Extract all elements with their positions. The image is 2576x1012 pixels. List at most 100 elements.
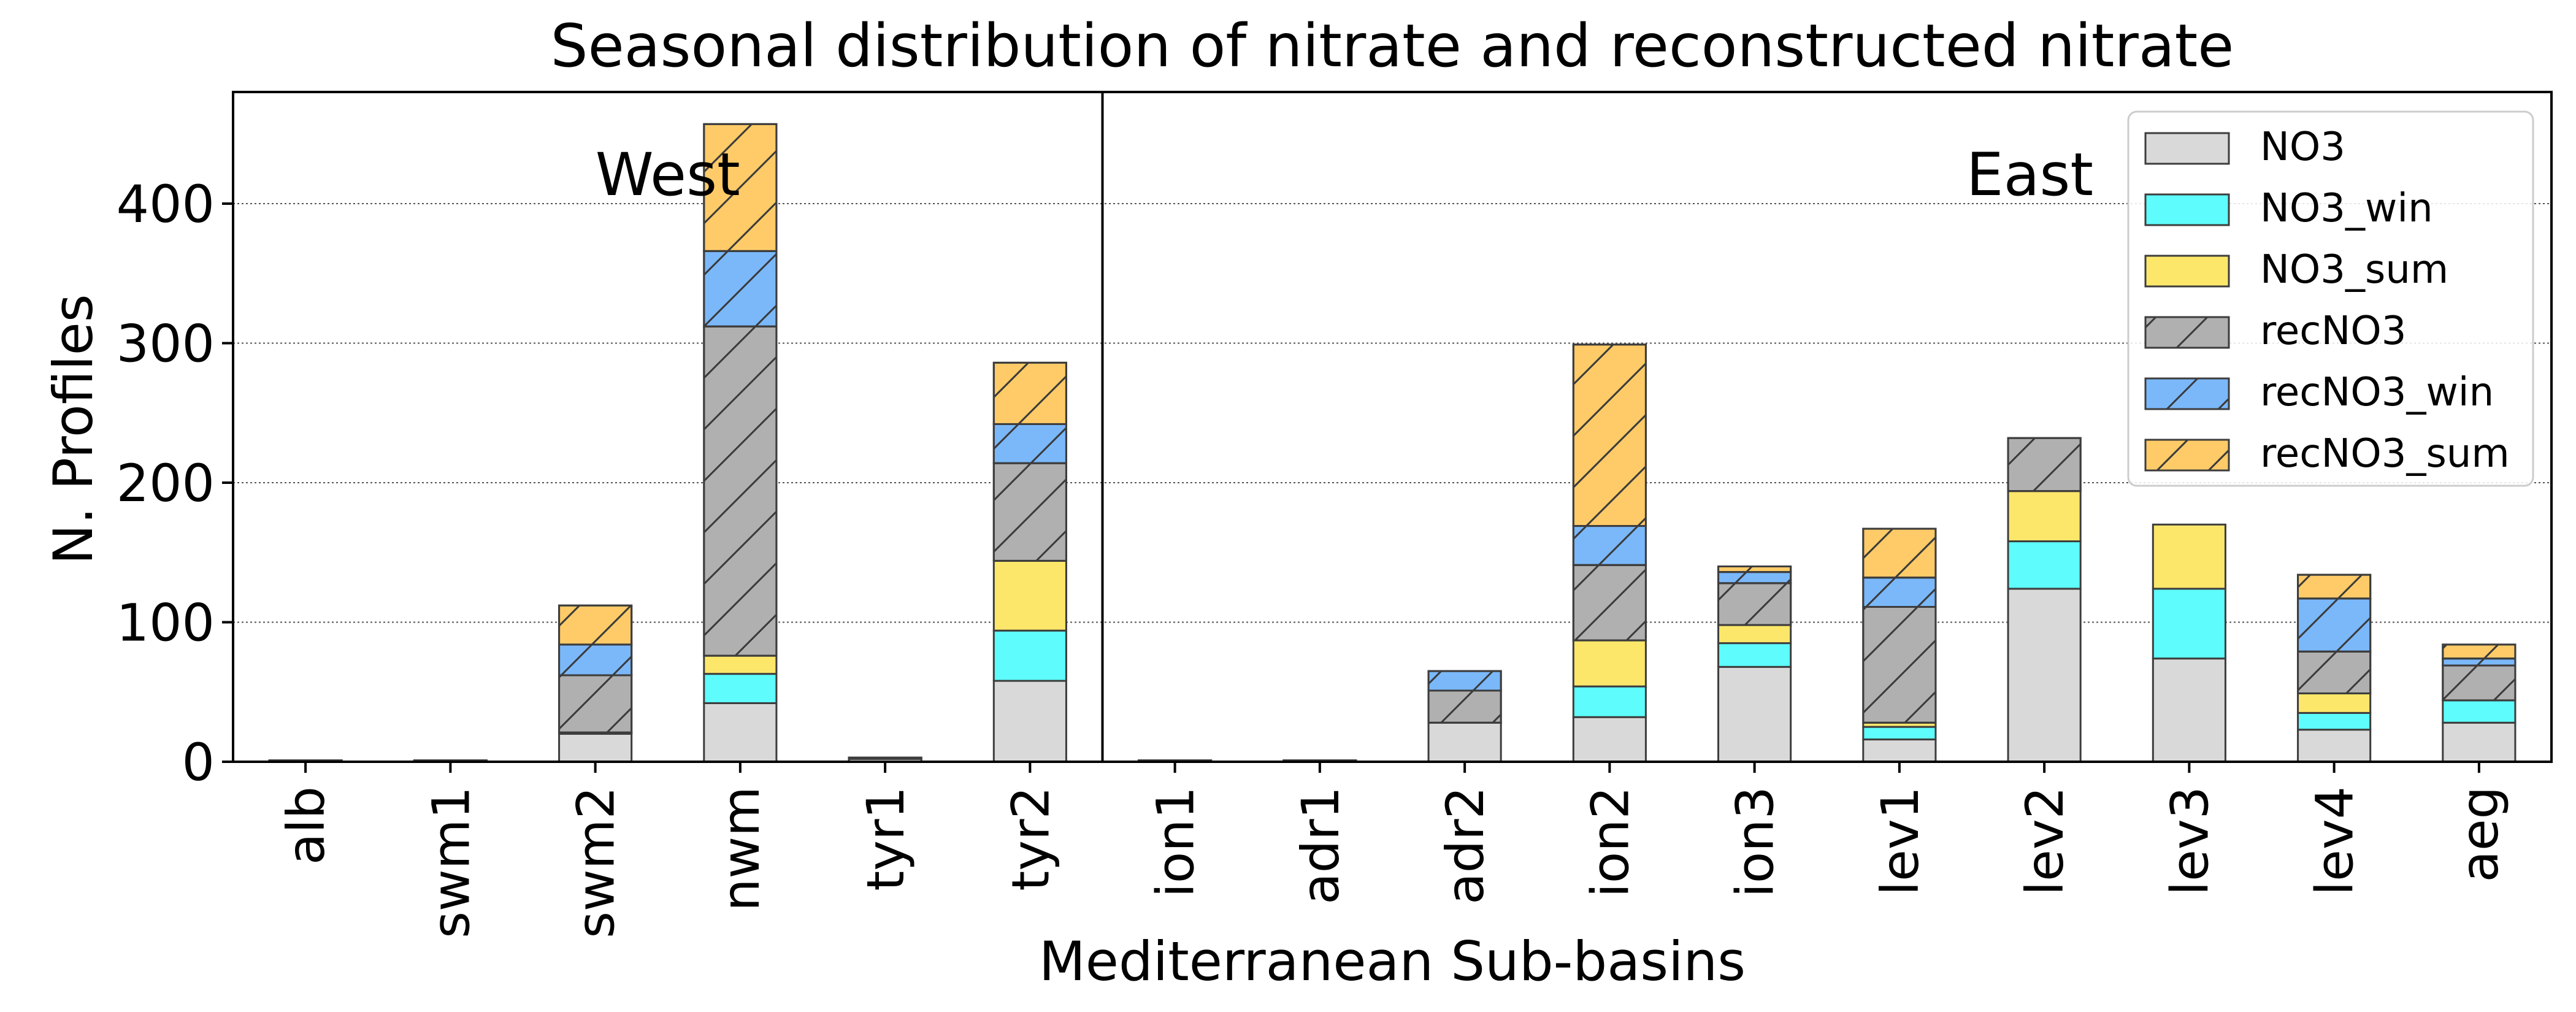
y-tick-label: 100 (117, 593, 215, 653)
x-ticks: alb swm1 swm2 nwm tyr1 tyr2 ion1 adr1 adr2 ion2 io… (276, 762, 2510, 938)
bar-hatch-recNO3_sum-lev1 (1862, 527, 1937, 579)
bar-hatch-recNO3-lev4 (2297, 650, 2372, 695)
bar-stack-ion3 (1717, 565, 1792, 763)
bar-segment-NO3_sum-nwm (703, 654, 778, 675)
bar-segment-NO3_win-tyr2 (992, 629, 1067, 682)
bar-hatch-recNO3_win-aeg (2442, 657, 2517, 667)
bar-segment-NO3_win-ion3 (1717, 642, 1792, 668)
x-tick-label: alb (276, 786, 336, 865)
bar-segment-NO3-lev4 (2297, 729, 2372, 763)
axes (232, 91, 2553, 763)
x-tick-label: tyr2 (1000, 786, 1060, 891)
bar-segment-NO3_win-lev3 (2152, 588, 2226, 660)
region-label-west: West (596, 140, 740, 209)
bar-stack-adr2 (1427, 670, 1502, 763)
bar-stack-aeg (2442, 643, 2517, 763)
legend-swatch-hatch-recNO3_sum (2144, 439, 2230, 472)
x-tick-label: ion1 (1146, 786, 1206, 897)
x-tick-label: adr1 (1290, 786, 1351, 905)
bar-hatch-recNO3-ion2 (1572, 564, 1647, 642)
legend-label-recNO3: recNO3 (2260, 309, 2406, 354)
bar-hatch-recNO3_sum-aeg (2442, 643, 2517, 660)
chart-title: Seasonal distribution of nitrate and rec… (551, 12, 2234, 80)
bars (268, 123, 2517, 763)
legend-swatch-NO3_win (2144, 193, 2230, 226)
bar-hatch-recNO3-ion3 (1717, 582, 1792, 626)
bar-hatch-recNO3_win-ion2 (1572, 525, 1647, 566)
bar-hatch-recNO3_sum-ion3 (1717, 565, 1792, 573)
legend-swatch-hatch-recNO3 (2144, 316, 2230, 349)
bar-stack-swm2 (558, 604, 633, 763)
x-tick-label: ion3 (1725, 786, 1785, 897)
bar-hatch-recNO3-swm2 (558, 674, 633, 734)
bar-hatch-recNO3-tyr2 (992, 462, 1067, 562)
y-ticks: 0 100 200 300 400 (117, 174, 233, 792)
bar-segment-NO3-nwm (703, 702, 778, 763)
bar-hatch-recNO3_win-lev1 (1862, 577, 1937, 608)
y-tick-label: 200 (117, 453, 215, 513)
x-tick-label: tyr1 (856, 786, 916, 891)
bar-stack-lev4 (2297, 573, 2372, 763)
bar-hatch-recNO3_win-lev4 (2297, 597, 2372, 653)
bar-hatch-recNO3_sum-lev4 (2297, 573, 2372, 600)
bar-segment-NO3_sum-lev2 (2007, 490, 2082, 543)
x-tick-label: aeg (2450, 786, 2510, 882)
x-tick-label: lev3 (2160, 786, 2220, 895)
legend-label-recNO3_sum: recNO3_sum (2260, 431, 2510, 477)
legend-swatch-NO3_sum (2144, 255, 2230, 288)
x-tick-label: adr2 (1435, 786, 1495, 905)
bar-segment-NO3_win-lev2 (2007, 540, 2082, 590)
bar-segment-NO3-aeg (2442, 721, 2517, 763)
legend-label-NO3_sum: NO3_sum (2260, 247, 2448, 293)
bar-stack-lev1 (1862, 527, 1937, 763)
bar-segment-NO3-ion2 (1572, 716, 1647, 763)
legend: NO3 NO3_win NO3_sum recNO3 recNO3_win recNO3_… (2127, 110, 2534, 487)
bar-segment-NO3_win-aeg (2442, 699, 2517, 724)
bar-segment-NO3_sum-lev4 (2297, 692, 2372, 714)
bar-segment-NO3-ion3 (1717, 665, 1792, 763)
bar-segment-NO3-lev3 (2152, 657, 2226, 763)
bar-hatch-recNO3_win-swm2 (558, 643, 633, 677)
bar-hatch-recNO3_win-ion3 (1717, 571, 1792, 585)
legend-label-NO3: NO3 (2260, 125, 2345, 170)
bar-hatch-recNO3_sum-tyr2 (992, 361, 1067, 425)
bar-stack-tyr2 (992, 361, 1067, 763)
x-axis-label: Mediterranean Sub-basins (1039, 930, 1746, 993)
bar-segment-NO3-tyr2 (992, 680, 1067, 763)
bar-segment-NO3-swm2 (558, 733, 633, 763)
bar-hatch-recNO3-lev2 (2007, 437, 2082, 493)
bar-hatch-recNO3-aeg (2442, 664, 2517, 702)
region-label-east: East (1966, 140, 2093, 209)
x-tick-label: swm1 (421, 786, 481, 938)
x-tick-label: ion2 (1580, 786, 1640, 897)
bar-segment-NO3-lev2 (2007, 588, 2082, 763)
x-tick-label: lev1 (1870, 786, 1930, 895)
x-tick-label: swm2 (566, 786, 626, 938)
bar-stack-lev3 (2152, 523, 2226, 763)
x-tick-label: lev4 (2305, 786, 2365, 895)
y-tick-label: 0 (182, 732, 215, 792)
y-tick-label: 300 (117, 314, 215, 374)
y-axis-label: N. Profiles (42, 294, 105, 564)
legend-swatch-hatch-recNO3_win (2144, 377, 2230, 410)
bar-hatch-recNO3_sum-swm2 (558, 604, 633, 646)
bar-hatch-recNO3_win-adr2 (1427, 670, 1502, 692)
bar-hatch-recNO3-adr2 (1427, 689, 1502, 724)
x-tick-label: lev2 (2015, 786, 2075, 895)
legend-label-recNO3_win: recNO3_win (2260, 370, 2494, 415)
legend-label-NO3_win: NO3_win (2260, 186, 2433, 231)
bar-stack-nwm (703, 123, 778, 763)
bar-segment-NO3_win-nwm (703, 673, 778, 704)
bar-segment-NO3_win-ion2 (1572, 685, 1647, 718)
bar-hatch-recNO3-nwm (703, 325, 778, 657)
bar-segment-NO3_win-lev1 (1862, 726, 1937, 741)
x-tick-label: nwm (711, 786, 771, 911)
legend-swatch-NO3 (2144, 132, 2230, 165)
bar-hatch-recNO3_win-nwm (703, 250, 778, 328)
y-tick-label: 400 (117, 174, 215, 234)
bar-segment-NO3-lev1 (1862, 738, 1937, 763)
bar-hatch-recNO3_win-tyr2 (992, 423, 1067, 464)
bar-hatch-recNO3-lev1 (1862, 605, 1937, 724)
bar-segment-NO3_win-lev4 (2297, 711, 2372, 731)
